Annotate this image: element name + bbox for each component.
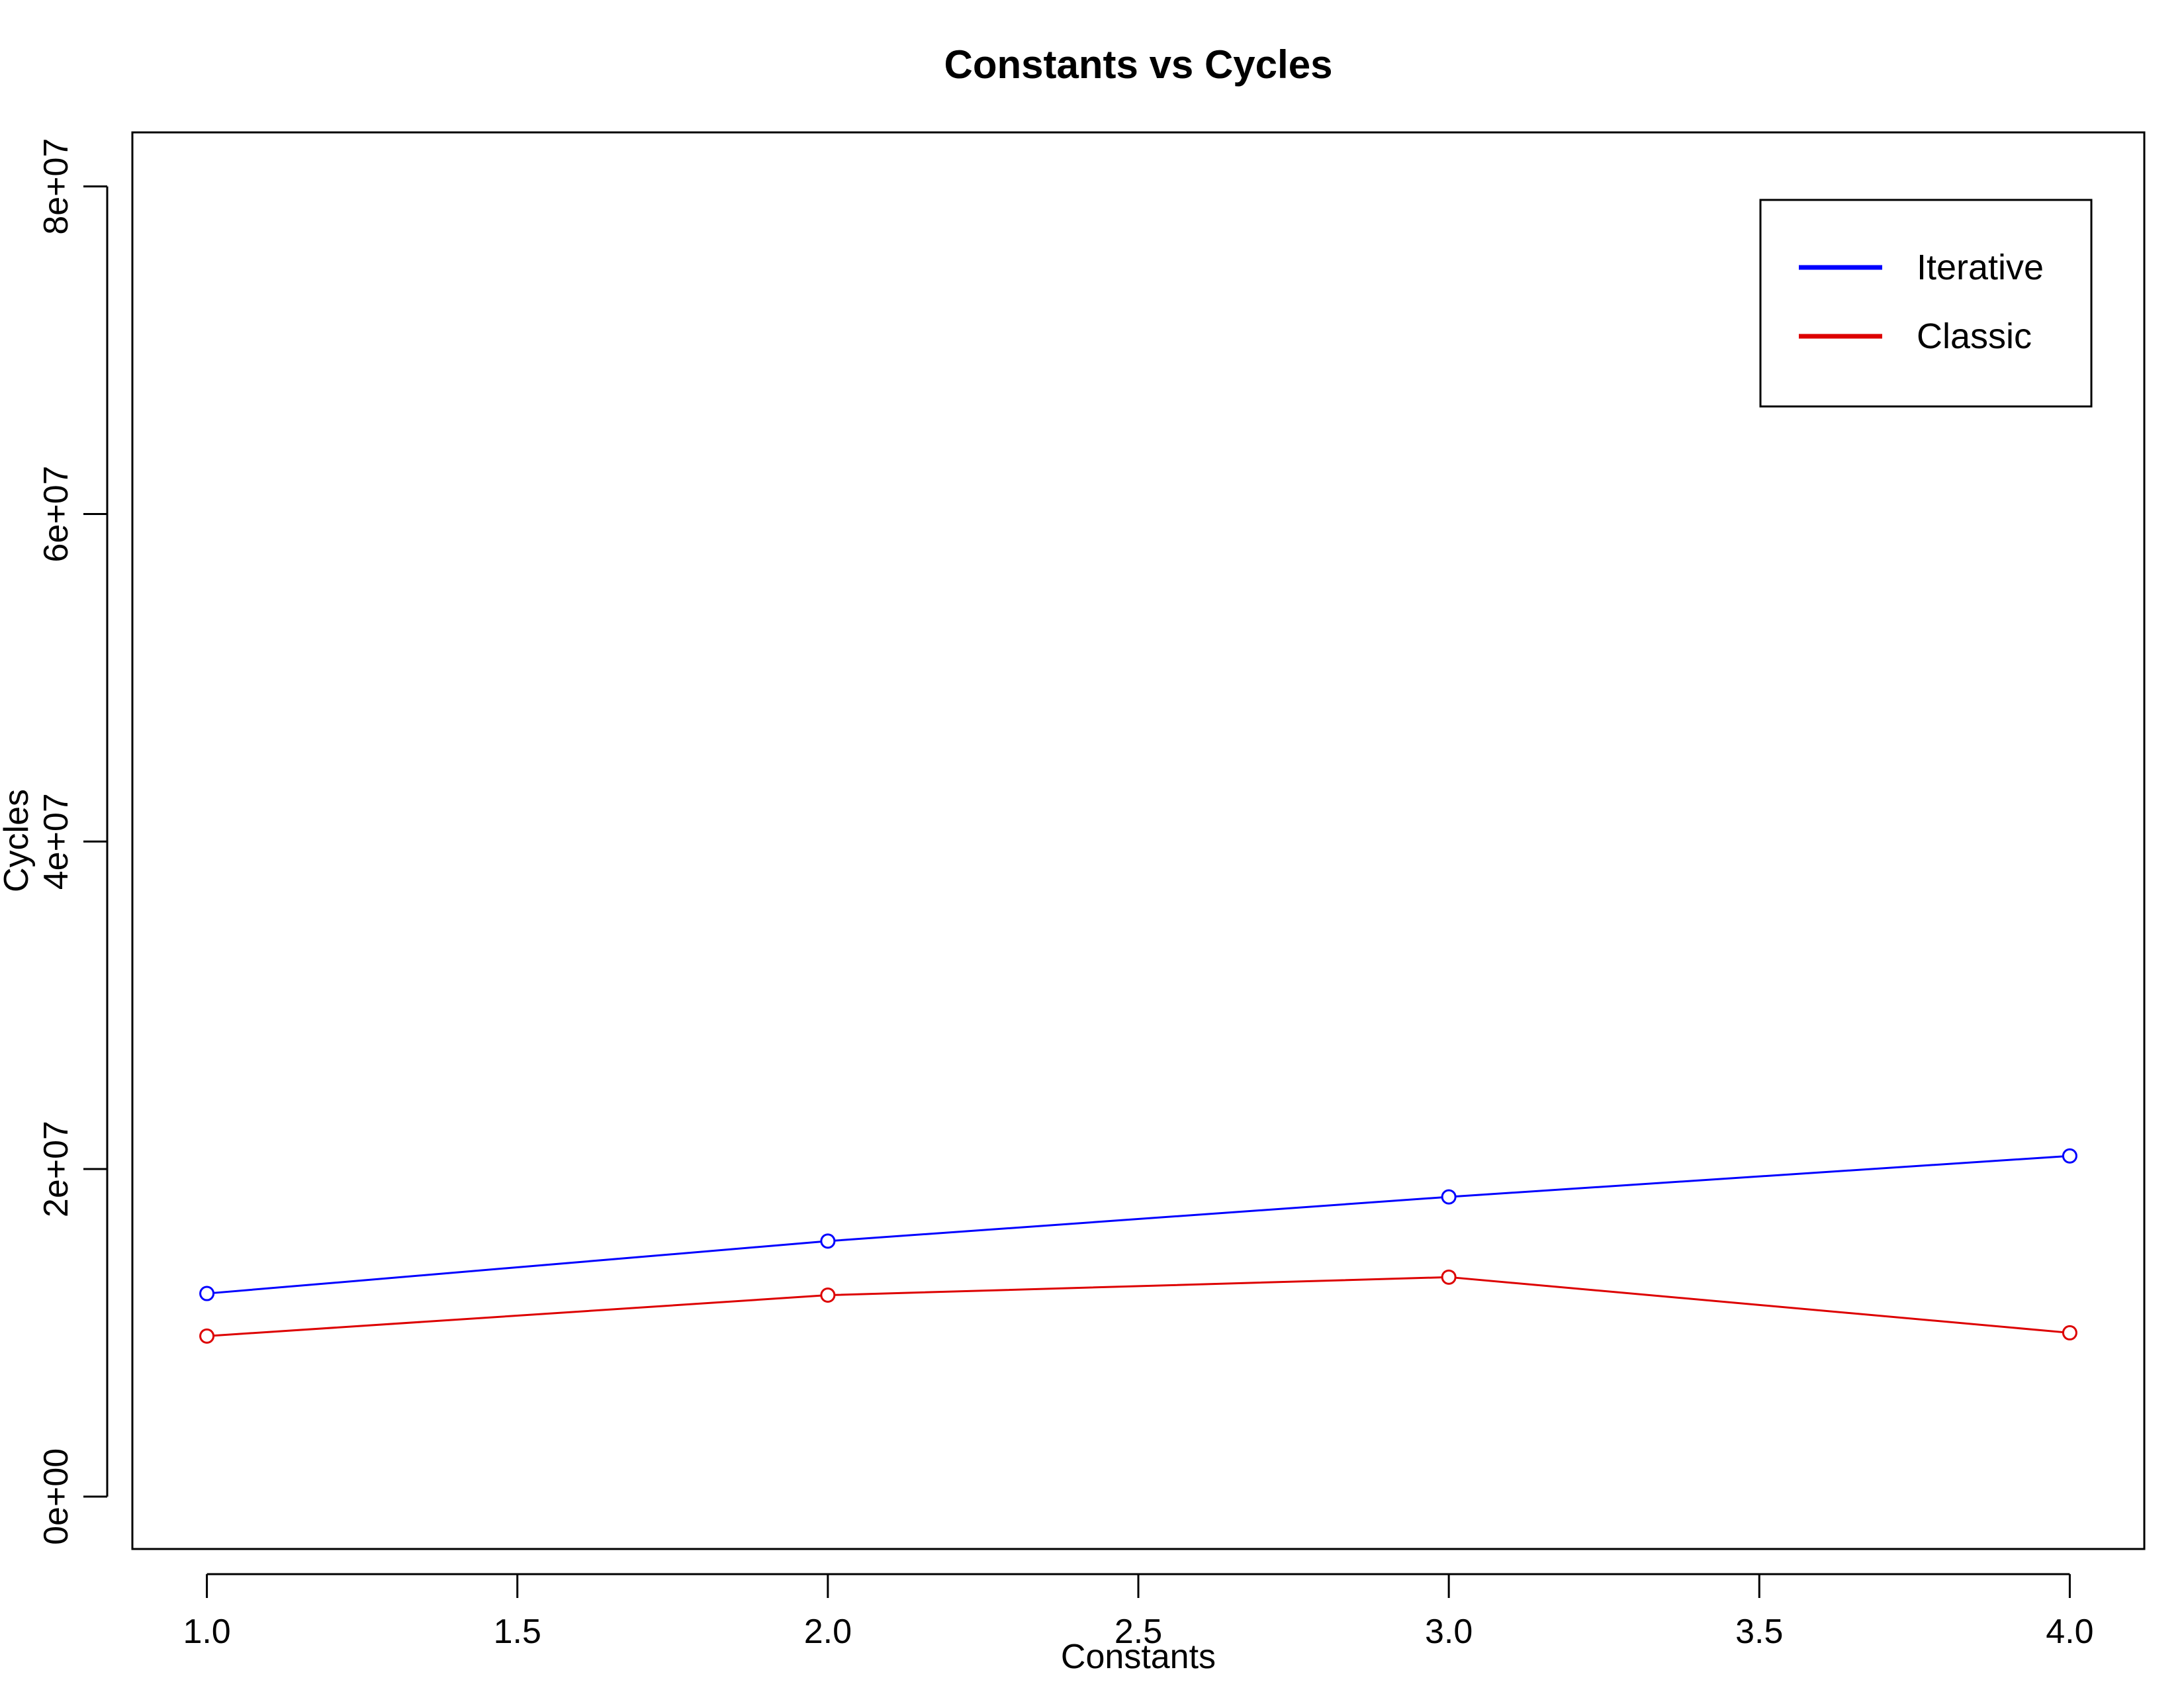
x-tick-label: 1.0 [183, 1613, 230, 1651]
y-tick-label: 4e+07 [37, 793, 75, 890]
y-axis-label: Cycles [0, 789, 36, 892]
x-tick-label: 3.5 [1735, 1613, 1783, 1651]
series-line-classic [206, 1276, 2070, 1337]
x-tick-label: 2.0 [804, 1613, 852, 1651]
data-point-iterative [1441, 1189, 1457, 1205]
legend-label-iterative: Iterative [1917, 248, 2044, 287]
x-tick-label: 3.0 [1425, 1613, 1473, 1651]
data-point-classic [1441, 1269, 1457, 1285]
y-tick-label: 2e+07 [37, 1121, 75, 1217]
x-tick-label: 1.5 [494, 1613, 541, 1651]
series-layer [199, 1148, 2077, 1344]
y-axis: 0e+00 2e+07 4e+07 6e+07 8e+07 [37, 138, 109, 1545]
y-tick-label: 6e+07 [37, 465, 75, 562]
chart-title: Constants vs Cycles [944, 42, 1333, 87]
y-tick-label: 8e+07 [37, 138, 75, 235]
legend: Iterative Classic [1759, 199, 2093, 408]
data-point-iterative [199, 1286, 215, 1301]
data-point-classic [2062, 1325, 2077, 1340]
x-axis-label: Constants [1061, 1638, 1216, 1676]
data-point-iterative [2062, 1148, 2077, 1164]
legend-box [1759, 199, 2093, 408]
x-axis: 1.0 1.5 2.0 2.5 3.0 3.5 4.0 [183, 1573, 2094, 1651]
data-point-iterative [820, 1233, 836, 1249]
legend-label-classic: Classic [1917, 316, 2032, 356]
x-tick-label: 2.5 [1115, 1613, 1162, 1651]
data-point-classic [199, 1328, 215, 1344]
y-tick-label: 0e+00 [37, 1448, 75, 1545]
series-line-iterative [206, 1154, 2070, 1295]
data-point-classic [820, 1288, 836, 1303]
plot-frame [131, 131, 2146, 1550]
x-tick-label: 4.0 [2046, 1613, 2093, 1651]
